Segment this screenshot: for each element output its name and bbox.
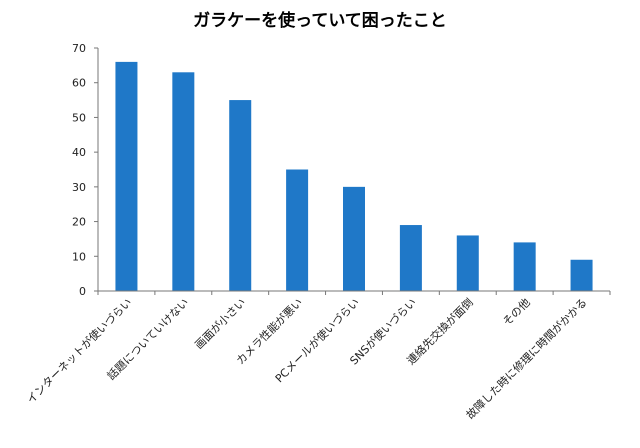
bar [399,225,422,291]
y-tick-label: 20 [72,216,86,229]
x-tick-label: 故障した時に修理に時間がかかる [463,295,590,422]
y-tick-label: 10 [72,250,86,263]
y-tick-label: 50 [72,111,86,124]
bars [115,61,593,292]
y-tick-label: 0 [79,285,86,298]
x-tick-label: インターネットが使いづらい [24,295,135,406]
bar [513,242,536,291]
bar [570,259,593,291]
y-tick-label: 60 [72,77,86,90]
y-tick-label: 40 [72,146,86,159]
bar [286,169,309,291]
bar [456,235,479,291]
x-tick-label: その他 [500,296,533,329]
y-tick-label: 70 [72,42,86,55]
x-tick-label: 画面が小さい [192,295,249,352]
bar [343,186,365,291]
chart-title: ガラケーを使っていて困ったこと [193,10,447,31]
y-tick-label: 30 [72,181,86,194]
y-axis: 0 10 20 30 40 50 60 70 [72,42,99,298]
bar [229,100,252,291]
bar [172,72,195,291]
bar [115,61,138,292]
